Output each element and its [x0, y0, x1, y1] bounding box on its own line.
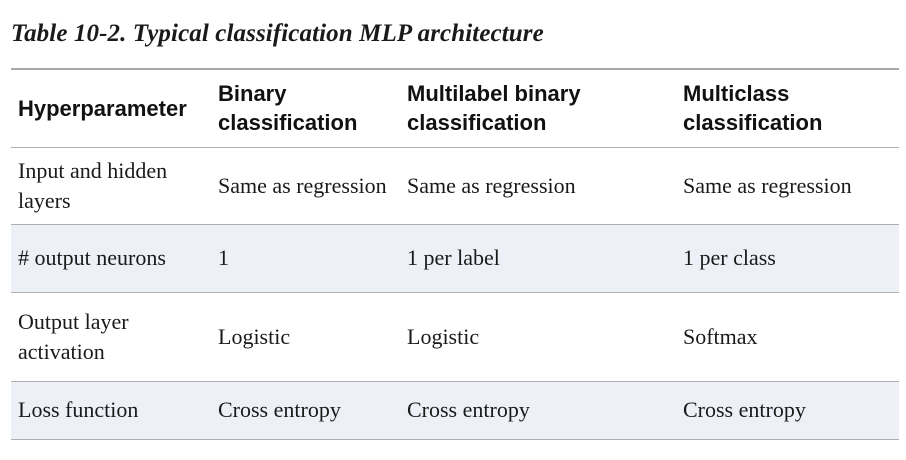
- header-multilabel-binary-classification: Multilabel binary classification: [407, 81, 581, 136]
- table-row: Input and hidden layers Same as regressi…: [11, 147, 899, 224]
- table-cell: Same as regression: [407, 172, 576, 198]
- table-row: Loss function Cross entropy Cross entrop…: [11, 381, 899, 439]
- table-row: Output layer activation Logistic Logisti…: [11, 292, 899, 381]
- table-cell: Logistic: [407, 323, 480, 349]
- table-cell: Logistic: [218, 323, 291, 349]
- row-label: Loss function: [18, 397, 139, 422]
- table-cell: Cross entropy: [683, 397, 806, 422]
- table-cell: Cross entropy: [407, 397, 530, 422]
- header-binary-classification: Binary classification: [218, 81, 358, 136]
- row-label: Output layer activation: [18, 308, 129, 364]
- row-label: Input and hidden layers: [18, 157, 168, 213]
- table-cell: Same as regression: [218, 172, 387, 198]
- row-label: # output neurons: [18, 245, 166, 270]
- mlp-architecture-table: Hyperparameter Binary classification Mul…: [11, 68, 899, 440]
- table-caption: Table 10-2. Typical classification MLP a…: [11, 20, 544, 47]
- header-hyperparameter: Hyperparameter: [18, 95, 187, 121]
- table-header-row: Hyperparameter Binary classification Mul…: [11, 69, 899, 147]
- table-row: # output neurons 1 1 per label 1 per cla…: [11, 224, 899, 292]
- table-cell: Softmax: [683, 323, 758, 349]
- table-cell: 1 per class: [683, 245, 776, 270]
- table-cell: 1: [218, 245, 229, 270]
- table-cell: Cross entropy: [218, 397, 341, 422]
- table-cell: 1 per label: [407, 245, 500, 270]
- table-cell: Same as regression: [683, 172, 852, 198]
- header-multiclass-classification: Multiclass classification: [683, 81, 823, 136]
